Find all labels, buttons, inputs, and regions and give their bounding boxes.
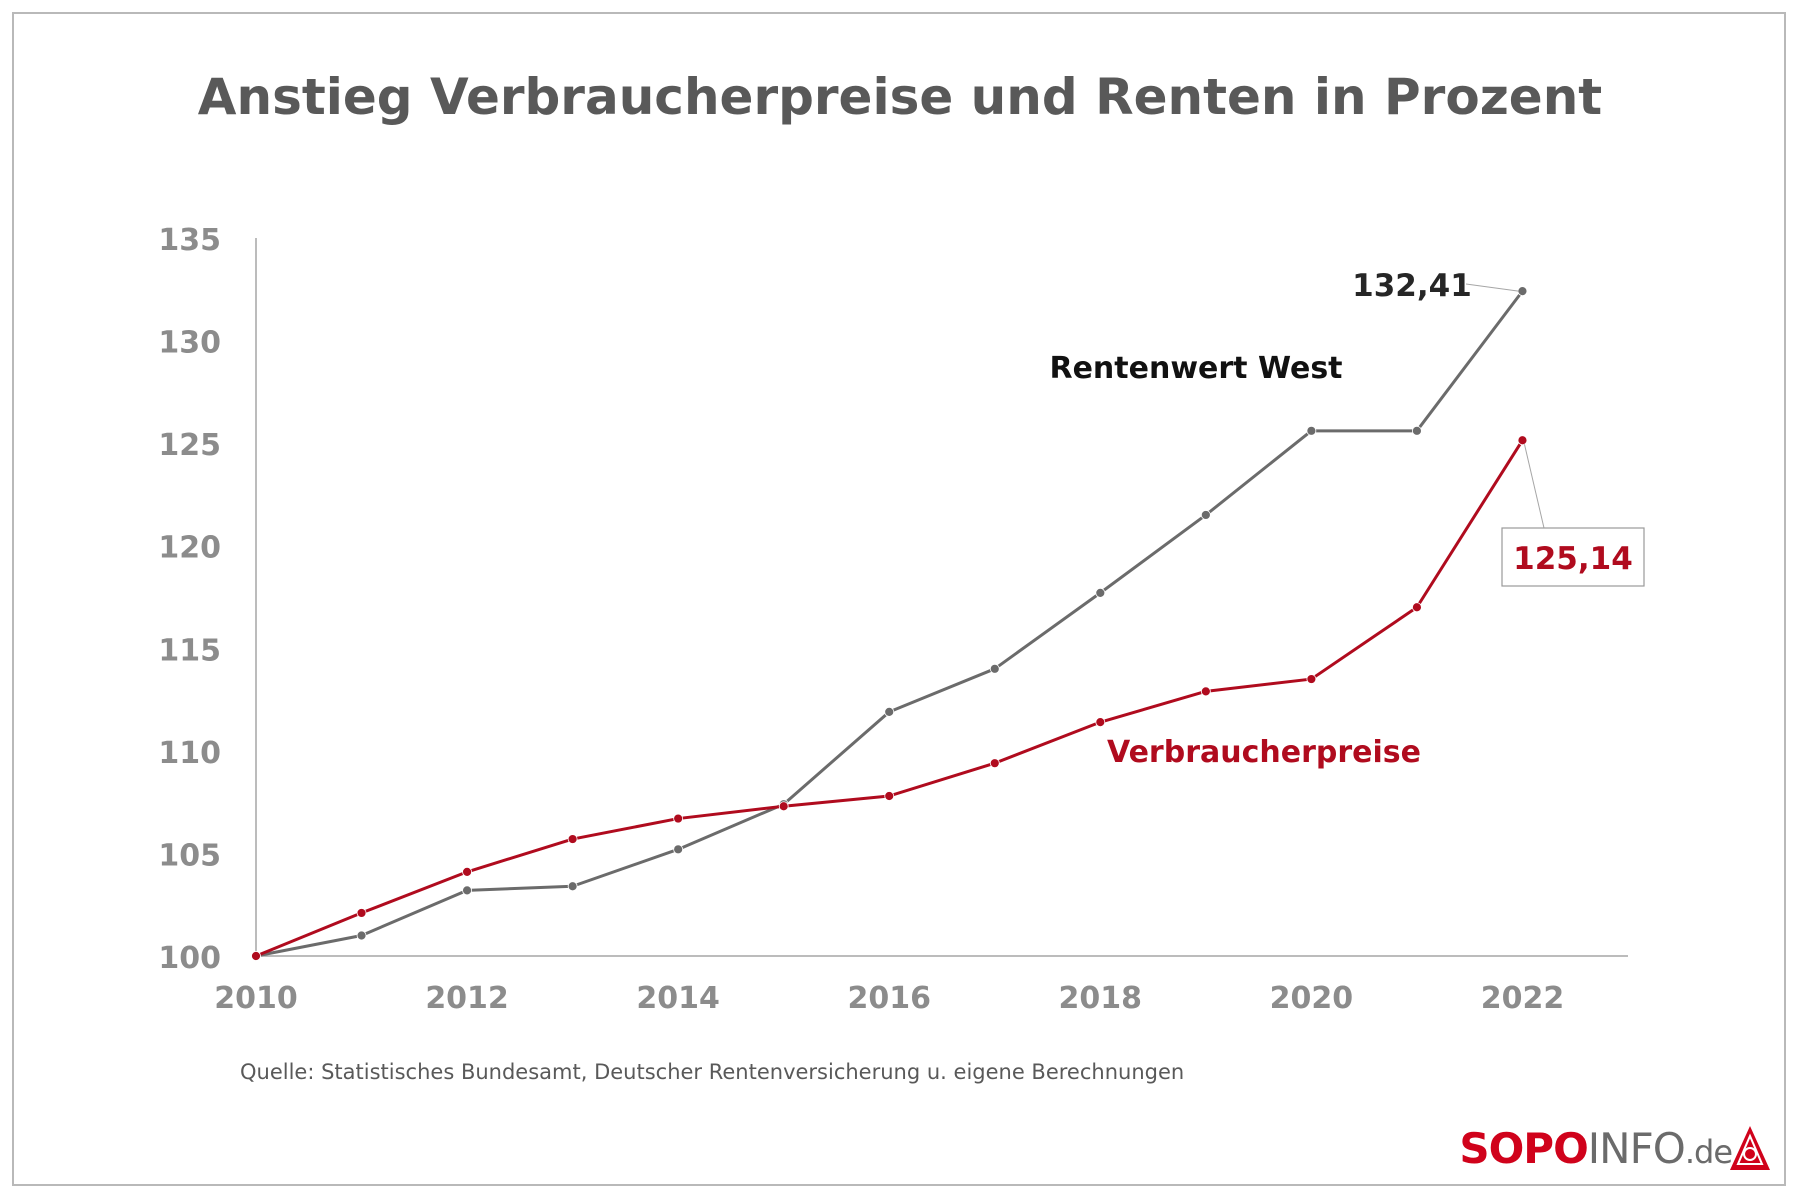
logo-info: INFO — [1587, 1124, 1686, 1173]
data-point-verbraucherpreise — [1200, 686, 1211, 697]
logo-sopo: SOPO — [1459, 1124, 1588, 1173]
source-note: Quelle: Statistisches Bundesamt, Deutsch… — [240, 1060, 1185, 1084]
end-value-box-verbraucherpreise — [1501, 527, 1645, 587]
y-tick-label: 105 — [158, 838, 221, 873]
y-tick-label: 120 — [158, 531, 221, 566]
data-point-rentenwert-west — [673, 844, 684, 855]
data-point-rentenwert-west — [884, 706, 895, 717]
data-point-rentenwert-west — [1517, 286, 1528, 297]
data-point-rentenwert-west — [1200, 510, 1211, 520]
data-point-rentenwert-west — [462, 885, 472, 896]
x-tick-label: 2010 — [214, 981, 298, 1016]
data-point-rentenwert-west — [1306, 425, 1317, 436]
data-point-verbraucherpreise — [884, 791, 895, 801]
series-label-rentenwert-west: Rentenwert West — [1049, 351, 1342, 386]
x-tick-label: 2016 — [847, 981, 931, 1016]
sopoinfo-logo: SOPOINFO.de — [1459, 1128, 1733, 1171]
chart-frame — [12, 12, 1786, 1186]
leader-line-rentenwert — [1465, 283, 1519, 292]
data-point-verbraucherpreise — [778, 801, 789, 812]
data-point-rentenwert-west — [1412, 425, 1422, 436]
data-point-verbraucherpreise — [1412, 602, 1422, 613]
chart-title: Anstieg Verbraucherpreise und Renten in … — [197, 68, 1603, 126]
ig-metall-emblem-icon — [1730, 1126, 1770, 1170]
data-point-rentenwert-west — [989, 663, 1000, 674]
y-tick-label: 135 — [158, 223, 221, 258]
x-tick-label: 2018 — [1059, 981, 1143, 1016]
series-line-verbraucherpreise — [255, 439, 1524, 958]
data-point-verbraucherpreise — [673, 813, 684, 824]
data-point-verbraucherpreise — [462, 866, 472, 877]
data-point-verbraucherpreise — [251, 951, 261, 961]
y-tick-label: 110 — [158, 736, 221, 771]
logo-de: .de — [1684, 1133, 1733, 1171]
y-tick-label: 115 — [158, 633, 221, 668]
x-tick-label: 2020 — [1270, 981, 1354, 1016]
data-point-verbraucherpreise — [1306, 674, 1317, 684]
x-tick-label: 2014 — [636, 981, 720, 1016]
data-point-rentenwert-west — [356, 930, 367, 941]
series-label-verbraucherpreise: Verbraucherpreise — [1107, 735, 1421, 770]
data-point-rentenwert-west — [567, 881, 578, 892]
data-point-verbraucherpreise — [356, 908, 367, 918]
data-point-verbraucherpreise — [989, 758, 1000, 769]
x-tick-label: 2012 — [425, 981, 509, 1016]
leader-line-verbraucherpreise — [1523, 444, 1545, 529]
end-value-label-rentenwert: 132,41 — [1352, 268, 1472, 304]
x-tick-label: 2022 — [1481, 981, 1565, 1016]
y-tick-label: 100 — [158, 941, 221, 976]
series-line-rentenwert-west — [255, 290, 1524, 958]
y-tick-label: 130 — [158, 326, 221, 361]
data-point-verbraucherpreise — [1095, 717, 1106, 728]
data-point-verbraucherpreise — [1517, 435, 1528, 446]
data-point-verbraucherpreise — [567, 834, 578, 844]
y-tick-label: 125 — [158, 428, 221, 463]
end-value-label-verbraucherpreise: 125,14 — [1513, 541, 1633, 577]
data-point-rentenwert-west — [1095, 587, 1106, 598]
